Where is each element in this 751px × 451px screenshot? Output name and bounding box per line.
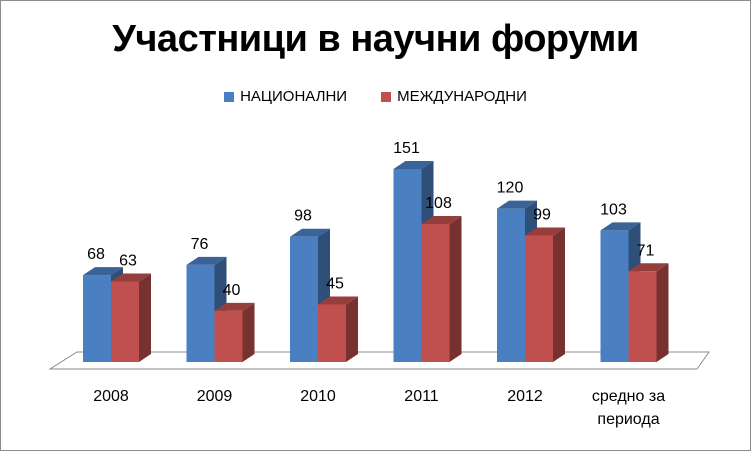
bar-top-national-4 (497, 200, 537, 209)
bar-top-national-1 (186, 256, 227, 265)
bar-side-international-4 (553, 227, 565, 362)
legend-swatch-international (381, 91, 392, 102)
bar-top-international-4 (525, 227, 565, 236)
data-label-international-0: 63 (119, 252, 137, 269)
x-tick-label-0: 2008 (93, 388, 129, 405)
x-tick-label-1: 2009 (197, 388, 233, 405)
legend-label-international: МЕЖДУНАРОДНИ (397, 88, 527, 105)
bar-side-international-0 (139, 273, 151, 362)
data-label-international-5: 71 (637, 242, 655, 259)
bar-international-3 (421, 223, 450, 362)
legend-swatch-national (224, 91, 235, 102)
x-tick-label-5-line-0: средно за (592, 388, 665, 405)
bar-national-1 (186, 264, 215, 362)
bar-national-3 (393, 169, 422, 362)
bar-national-5 (600, 230, 629, 362)
bar-international-4 (525, 235, 553, 362)
x-tick-label-4: 2012 (507, 388, 543, 405)
data-label-international-3: 108 (425, 195, 452, 212)
bar-top-national-0 (83, 267, 123, 276)
bar-international-5 (628, 271, 657, 362)
bar-national-2 (290, 236, 318, 362)
data-label-international-2: 45 (326, 275, 344, 292)
bar-international-1 (214, 310, 243, 362)
legend-item-national: НАЦИОНАЛНИ (224, 88, 347, 105)
chart-legend: НАЦИОНАЛНИ МЕЖДУНАРОДНИ (0, 88, 751, 105)
bar-top-international-0 (111, 273, 151, 282)
x-tick-label-2: 2010 (300, 388, 336, 405)
data-label-international-4: 99 (533, 206, 551, 223)
bar-top-international-3 (421, 215, 462, 224)
legend-item-international: МЕЖДУНАРОДНИ (381, 88, 527, 105)
bar-side-international-5 (656, 263, 669, 362)
bar-side-international-1 (242, 302, 255, 362)
data-label-national-5: 103 (600, 201, 627, 218)
data-label-national-3: 151 (393, 140, 420, 157)
bar-top-national-3 (393, 161, 434, 169)
bar-side-international-3 (449, 215, 462, 362)
legend-label-national: НАЦИОНАЛНИ (240, 88, 348, 105)
bar-top-international-5 (628, 263, 669, 272)
bar-top-national-5 (600, 222, 641, 231)
bar-top-national-2 (290, 228, 330, 237)
data-label-national-4: 120 (497, 180, 524, 197)
bar-international-0 (111, 281, 139, 362)
bar-international-2 (318, 304, 346, 362)
data-label-national-1: 76 (191, 236, 209, 253)
bar-national-4 (497, 208, 525, 362)
bar-side-international-2 (346, 296, 358, 362)
bar-top-international-1 (214, 302, 255, 311)
data-label-international-1: 40 (223, 282, 241, 299)
data-label-national-2: 98 (294, 208, 312, 225)
data-label-national-0: 68 (87, 246, 105, 263)
x-tick-label-5-line-1: периода (597, 411, 659, 428)
bar-national-0 (83, 275, 111, 362)
bar-top-international-2 (318, 296, 358, 305)
chart-title: Участници в научни форуми (112, 18, 639, 60)
x-tick-label-3: 2011 (404, 388, 439, 405)
